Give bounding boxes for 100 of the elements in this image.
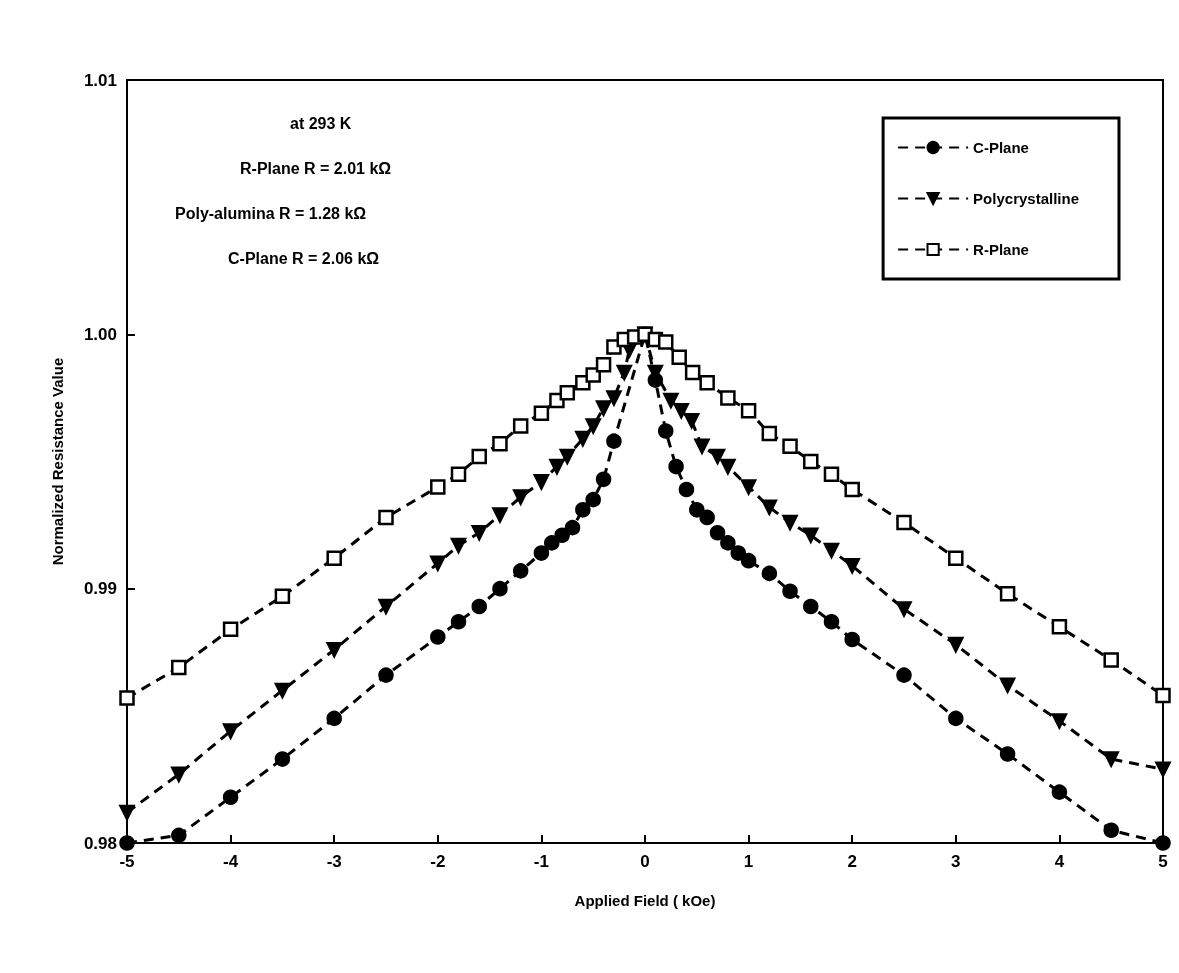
- point: [699, 374, 715, 391]
- point: [657, 423, 674, 439]
- point: [1051, 784, 1068, 800]
- point: [844, 631, 860, 648]
- point: [222, 789, 239, 805]
- point: [559, 448, 576, 465]
- point: [720, 458, 736, 475]
- point: [948, 710, 964, 727]
- point: [450, 537, 467, 554]
- point: [119, 835, 135, 851]
- x-tick-label: 0: [640, 852, 650, 871]
- point: [720, 535, 736, 551]
- point: [512, 418, 529, 434]
- point: [471, 524, 487, 541]
- point: [663, 392, 679, 409]
- point: [1051, 619, 1068, 635]
- point: [378, 509, 394, 526]
- point: [1051, 713, 1068, 729]
- point: [492, 435, 508, 452]
- point: [740, 402, 757, 419]
- point: [803, 453, 819, 470]
- point: [549, 458, 565, 475]
- point: [823, 542, 840, 559]
- x-axis-title: Applied Field ( kOe): [574, 892, 716, 909]
- legend-label: R-Plane: [973, 241, 1029, 258]
- point: [678, 481, 695, 498]
- point: [1103, 652, 1119, 668]
- point: [492, 580, 508, 597]
- point: [171, 766, 187, 783]
- point: [844, 558, 860, 574]
- point: [430, 479, 446, 495]
- y-tick-label: 0.98: [83, 833, 117, 853]
- point: [823, 466, 840, 482]
- point: [709, 524, 726, 541]
- point: [823, 613, 840, 630]
- point: [171, 827, 187, 844]
- point: [222, 621, 239, 638]
- y-axis-title: Normalized Resistance Value: [49, 357, 66, 566]
- point: [999, 677, 1016, 694]
- point: [709, 448, 726, 465]
- annotation: at 293 K: [289, 114, 352, 132]
- point: [119, 690, 135, 706]
- point: [720, 390, 736, 406]
- point: [595, 471, 612, 488]
- point: [782, 514, 798, 531]
- x-tick-label: -3: [326, 852, 342, 871]
- point: [683, 413, 700, 429]
- point: [896, 514, 912, 531]
- x-tick-label: -4: [223, 852, 239, 871]
- point: [761, 499, 778, 516]
- point: [1155, 761, 1171, 777]
- point: [1103, 822, 1119, 839]
- point: [119, 804, 135, 821]
- point: [1155, 835, 1171, 851]
- point: [544, 535, 560, 551]
- point: [450, 466, 467, 482]
- point: [782, 438, 798, 454]
- annotation: Poly-alumina R = 1.28 kΩ: [175, 204, 367, 222]
- point: [740, 552, 757, 569]
- point: [606, 433, 622, 449]
- y-tick-label: 1.01: [83, 70, 117, 90]
- point: [948, 550, 964, 566]
- point: [730, 545, 746, 561]
- point: [803, 598, 819, 615]
- point: [999, 746, 1016, 762]
- point: [512, 563, 529, 579]
- x-tick-label: 2: [847, 852, 857, 871]
- point: [896, 667, 912, 683]
- point: [575, 502, 591, 518]
- point: [326, 710, 342, 727]
- point: [585, 367, 601, 383]
- x-tick-label: 4: [1054, 852, 1065, 871]
- point: [689, 502, 705, 518]
- point: [1103, 751, 1119, 767]
- legend-label: Polycrystalline: [973, 190, 1079, 207]
- point: [844, 481, 860, 498]
- point: [761, 565, 778, 582]
- point: [585, 491, 601, 508]
- point: [378, 598, 394, 615]
- legend-label: C-Plane: [973, 139, 1029, 156]
- point: [668, 458, 684, 475]
- x-tick-label: -1: [533, 852, 549, 871]
- point: [326, 550, 342, 566]
- y-tick-label: 1.00: [83, 324, 117, 344]
- point: [595, 400, 612, 416]
- point: [533, 474, 550, 490]
- point: [694, 438, 710, 454]
- annotation: C-Plane R = 2.06 kΩ: [227, 249, 380, 267]
- x-tick-label: 3: [951, 852, 961, 871]
- point: [761, 425, 778, 442]
- point: [782, 583, 798, 599]
- point: [564, 519, 581, 536]
- point: [222, 723, 239, 739]
- point: [450, 613, 467, 630]
- x-tick-label: -2: [430, 852, 446, 871]
- point: [1155, 687, 1171, 704]
- point: [585, 418, 601, 434]
- point: [378, 667, 394, 683]
- point: [803, 527, 819, 544]
- point: [896, 601, 912, 617]
